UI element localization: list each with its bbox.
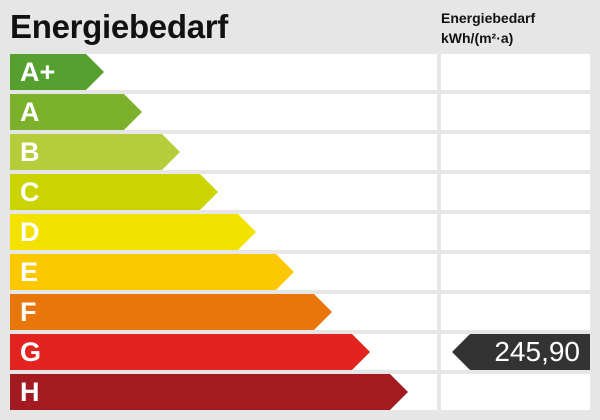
energy-value: 245,90 (494, 336, 580, 367)
arrow-shape (10, 94, 142, 130)
page-title: Energiebedarf (10, 8, 228, 45)
class-label: C (20, 177, 40, 207)
energy-class-row: A (10, 94, 590, 130)
energy-class-row: E (10, 254, 590, 290)
class-arrow: E (10, 254, 294, 290)
energy-class-row: B (10, 134, 590, 170)
class-label: D (20, 217, 40, 247)
class-arrow: H (10, 374, 408, 410)
class-label: A (20, 97, 40, 127)
value-badge: 245,90 (452, 334, 590, 370)
class-label: F (20, 297, 37, 327)
class-label: B (20, 137, 40, 167)
energy-class-row: F (10, 294, 590, 330)
value-cell (441, 294, 590, 330)
arrow-shape (10, 334, 370, 370)
class-arrow: A (10, 94, 142, 130)
value-cell (441, 374, 590, 410)
value-cell (441, 54, 590, 90)
class-arrow: B (10, 134, 180, 170)
arrow-shape (10, 134, 180, 170)
badge-shape (452, 334, 590, 370)
arrow-shape (10, 174, 218, 210)
column-header: Energiebedarf kWh/(m²·a) (441, 8, 535, 48)
class-label: A+ (20, 57, 56, 87)
energy-class-row: A+ (10, 54, 590, 90)
column-header-unit: kWh/(m²·a) (441, 30, 514, 46)
energy-class-row: H (10, 374, 590, 410)
value-cell (441, 94, 590, 130)
class-arrow: D (10, 214, 256, 250)
arrow-shape (10, 54, 104, 90)
class-arrow: A+ (10, 54, 104, 90)
column-header-title: Energiebedarf (441, 10, 536, 26)
value-cell (441, 254, 590, 290)
value-cell (441, 214, 590, 250)
arrow-shape (10, 294, 332, 330)
class-arrow: C (10, 174, 218, 210)
class-arrow: G (10, 334, 370, 370)
class-label: G (20, 337, 42, 367)
arrow-shape (10, 254, 294, 290)
energy-class-row: C (10, 174, 590, 210)
energy-class-row: G 245,90 (10, 334, 590, 370)
value-cell (441, 174, 590, 210)
class-label: E (20, 257, 39, 287)
class-arrow: F (10, 294, 332, 330)
energy-class-row: D (10, 214, 590, 250)
arrow-shape (10, 214, 256, 250)
arrow-shape (10, 374, 408, 410)
value-cell (441, 134, 590, 170)
class-label: H (20, 377, 40, 407)
